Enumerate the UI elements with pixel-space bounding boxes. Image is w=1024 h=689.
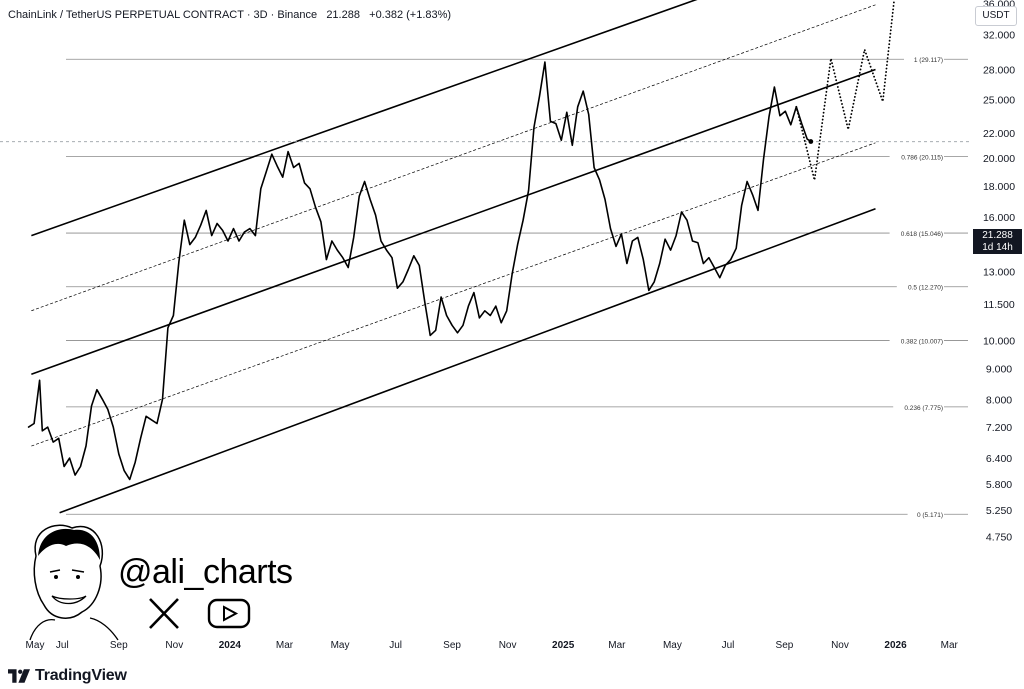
price-tick-label: 8.000 (986, 394, 1012, 406)
fib-level-label: 0 (5.171) (917, 512, 943, 519)
fib-level-label: 0.786 (20.115) (901, 155, 943, 162)
channel-line (31, 0, 698, 237)
price-tick-label: 10.000 (983, 336, 1015, 348)
price-tick-label: 9.000 (986, 363, 1012, 375)
price-axis-bg (972, 28, 1024, 638)
time-tick-label: May (26, 640, 45, 651)
price-tick-label: 20.000 (983, 153, 1015, 165)
price-tick-label: 7.200 (986, 422, 1012, 434)
chart-header: ChainLink / TetherUS PERPETUAL CONTRACT … (8, 9, 451, 21)
fib-label-bg (896, 282, 944, 292)
fib-level-label: 0.618 (15.046) (901, 231, 943, 238)
fib-label-bg (904, 54, 944, 64)
avatar-head (33, 524, 104, 619)
avatar-hair (38, 528, 100, 560)
social-icons (149, 598, 251, 629)
tradingview-brand[interactable]: TradingView (8, 666, 127, 686)
time-tick-label: May (331, 640, 350, 651)
time-tick-label: Mar (941, 640, 959, 651)
last-price-tag-value: 21.288 (982, 230, 1013, 241)
price-axis: 46.00040.00036.00032.00028.00025.00022.0… (972, 0, 1024, 638)
price-tick-label: 25.000 (983, 94, 1015, 106)
time-tick-label: Sep (443, 640, 461, 651)
time-tick-label: 2026 (884, 640, 907, 651)
youtube-icon (207, 598, 251, 629)
price-tick-label: 32.000 (983, 29, 1015, 41)
fib-level-label: 0.382 (10.007) (901, 338, 943, 345)
price-tick-label: 5.250 (986, 505, 1012, 517)
price-tick-label: 28.000 (983, 65, 1015, 77)
avatar-eye-right (76, 575, 80, 579)
avatar-brows (49, 569, 85, 573)
time-tick-label: Jul (56, 640, 69, 651)
time-axis: May Jul Sep Nov 2024 Mar May Jul Sep Nov 2025 Mar Ma… (26, 640, 959, 651)
play-icon (223, 605, 239, 622)
avatar-smile (51, 595, 87, 605)
time-tick-label: Mar (276, 640, 294, 651)
time-tick-label: May (663, 640, 682, 651)
author-handle: @ali_charts (118, 553, 293, 591)
price-tick-label: 18.000 (983, 181, 1015, 193)
time-tick-label: Nov (165, 640, 183, 651)
symbol-title: ChainLink / TetherUS PERPETUAL CONTRACT … (8, 9, 318, 21)
fibonacci-levels: 1.272 (46.591)1 (29.117)0.786 (20.115)0.… (66, 54, 968, 519)
candle-countdown: 1d 14h (982, 242, 1013, 253)
price-tick-label: 16.000 (983, 212, 1015, 224)
fib-level-label: 0.236 (7.775) (904, 405, 943, 412)
price-tick-label: 13.000 (983, 267, 1015, 279)
fib-level-label: 0.5 (12.270) (908, 285, 943, 292)
time-tick-label: Nov (499, 640, 517, 651)
last-price-tag: 21.288 1d 14h (973, 229, 1022, 254)
time-tick-label: 2025 (552, 640, 575, 651)
price-tick-label: 22.000 (983, 128, 1015, 140)
time-tick-label: Sep (110, 640, 128, 651)
time-tick-label: Nov (831, 640, 849, 651)
fib-label-bg (893, 402, 944, 412)
avatar-shoulders (29, 617, 119, 641)
time-tick-label: Sep (776, 640, 794, 651)
fib-level-label: 1 (29.117) (914, 57, 943, 64)
price-series (27, 0, 896, 481)
time-tick-label: 2024 (219, 640, 242, 651)
last-price-dot (808, 139, 814, 144)
price-tick-label: 5.800 (986, 479, 1012, 491)
fib-label-bg (889, 152, 944, 162)
currency-button[interactable]: USDT (975, 6, 1017, 26)
channel-midline (31, 4, 876, 312)
price-tick-label: 36.000 (983, 0, 1015, 10)
last-price: 21.288 (326, 9, 360, 21)
x-social-icon (149, 598, 179, 629)
projection-path (795, 0, 896, 181)
price-tick-label: 4.750 (986, 532, 1012, 544)
fib-label-bg (907, 509, 944, 519)
avatar-eye-left (54, 575, 58, 579)
avatar-caricature (29, 524, 119, 641)
price-line (27, 61, 812, 481)
channel-line (31, 68, 876, 376)
time-tick-label: Jul (722, 640, 735, 651)
brand-name: TradingView (35, 667, 127, 684)
price-tick-label: 11.500 (983, 299, 1014, 311)
price-tick-label: 6.400 (986, 453, 1012, 465)
price-change: +0.382 (+1.83%) (369, 9, 452, 21)
time-tick-label: Mar (608, 640, 626, 651)
time-tick-label: Jul (389, 640, 402, 651)
fib-label-bg (889, 335, 944, 345)
tradingview-logo-icon (8, 669, 30, 683)
parallel-channel (31, 0, 876, 514)
channel-midline (31, 142, 876, 447)
channel-line (59, 208, 876, 514)
fib-label-bg (889, 228, 944, 238)
